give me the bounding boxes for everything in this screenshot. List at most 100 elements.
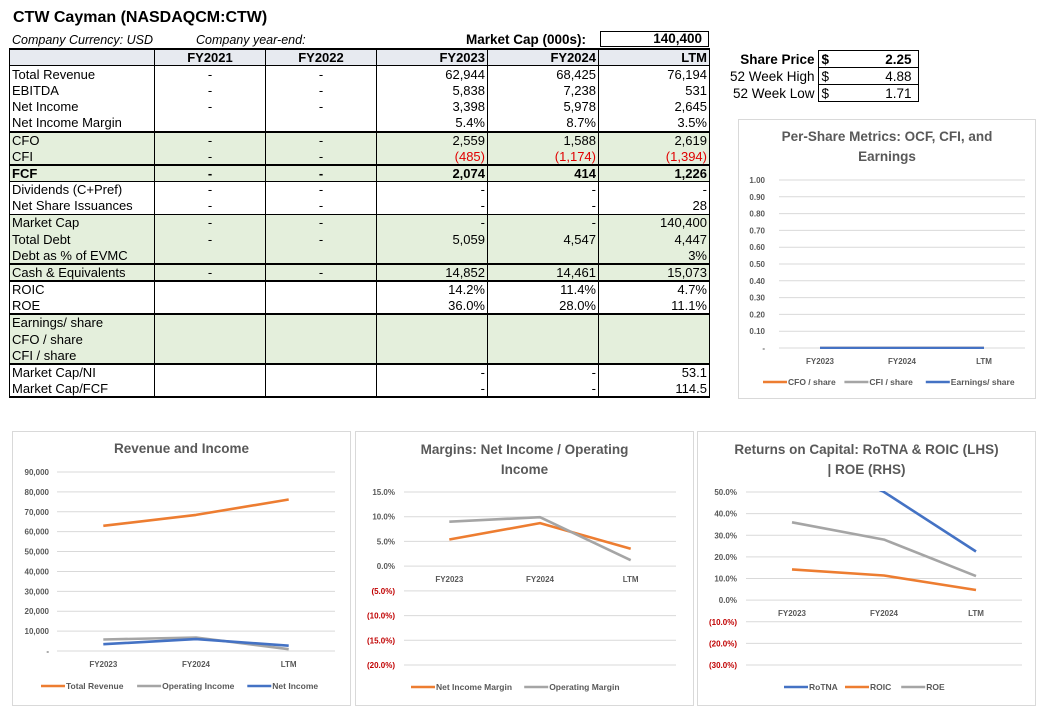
y-tick-label: -	[762, 344, 765, 353]
row-label: Market Cap	[9, 213, 155, 232]
y-tick-label: (20.0%)	[367, 661, 395, 670]
table-cell: -	[598, 180, 710, 198]
table-cell: 140,400	[598, 213, 710, 232]
table-row: Cash & Equivalents - -14,852 14,461 15,073	[9, 263, 710, 282]
chart-title: Margins: Net Income / Operating	[421, 442, 629, 457]
table-cell: 4,447	[598, 231, 710, 248]
table-cell: -	[376, 180, 488, 198]
y-tick-label: 70,000	[25, 508, 50, 517]
table-row: EBITDA - -5,838 7,238 531	[9, 82, 710, 99]
table-cell: 36.0%	[376, 297, 488, 315]
table-cell: -	[154, 263, 266, 282]
table-cell: 14.2%	[376, 280, 488, 298]
table-cell	[598, 313, 710, 331]
x-tick-label: LTM	[281, 660, 297, 669]
share-price-row: 52 Week Low $1.71	[727, 84, 919, 102]
share-price-table: Share Price $2.25 52 Week High $4.88 52 Week…	[727, 50, 919, 102]
y-tick-label: 5.0%	[377, 537, 395, 546]
table-cell: 28.0%	[487, 297, 599, 315]
table-cell: 114.5	[598, 380, 710, 398]
series-line	[103, 636, 289, 651]
y-tick-label: 40,000	[25, 567, 50, 576]
returns-chart-panel: Returns on Capital: RoTNA & ROIC (LHS) | …	[697, 431, 1036, 706]
chart-title: | ROE (RHS)	[827, 462, 905, 477]
table-cell: -	[376, 380, 488, 398]
table-cell: 3%	[598, 247, 710, 265]
x-tick-label: FY2024	[888, 357, 917, 366]
company-year-end: Company year-end:	[196, 33, 306, 47]
table-cell: -	[265, 197, 377, 215]
row-label: Net Income	[9, 98, 155, 116]
table-cell: -	[265, 82, 377, 99]
table-row: CFI / share	[9, 347, 710, 364]
y-tick-label: 0.30	[749, 294, 765, 303]
x-tick-label: FY2023	[435, 575, 464, 584]
column-header: LTM	[598, 48, 710, 67]
y-tick-label: (10.0%)	[367, 612, 395, 621]
table-cell	[487, 330, 599, 348]
table-header-row: FY2021 FY2022 FY2023 FY2024 LTM	[9, 48, 710, 67]
table-cell: -	[154, 98, 266, 116]
y-tick-label: 20,000	[25, 607, 50, 616]
share-price-label: 52 Week High	[730, 68, 815, 84]
y-tick-label: 30.0%	[714, 531, 737, 540]
row-label: Cash & Equivalents	[9, 263, 155, 282]
table-cell	[265, 347, 377, 364]
x-tick-label: FY2024	[870, 609, 899, 618]
table-cell: -	[265, 148, 377, 165]
table-cell: 4,547	[487, 231, 599, 248]
y-tick-label: 0.80	[749, 210, 765, 219]
table-cell	[487, 247, 599, 265]
table-cell: 3,398	[376, 98, 488, 116]
row-label: CFO / share	[9, 330, 155, 348]
x-tick-label: FY2023	[778, 609, 807, 618]
row-label: ROIC	[9, 280, 155, 298]
table-cell: -	[376, 213, 488, 232]
y-tick-label: 0.20	[749, 310, 765, 319]
table-cell: 414	[487, 163, 599, 182]
table-cell: -	[487, 362, 599, 381]
table-cell: -	[154, 82, 266, 99]
y-tick-label: 0.40	[749, 277, 765, 286]
table-cell: -	[265, 263, 377, 282]
table-cell	[154, 347, 266, 364]
table-cell: 76,194	[598, 65, 710, 83]
table-cell	[154, 280, 266, 298]
legend-label: CFO / share	[788, 377, 836, 387]
y-tick-label: 0.50	[749, 260, 765, 269]
legend-label: Net Income	[272, 681, 318, 691]
row-label: CFI	[9, 148, 155, 165]
table-cell: 2,619	[598, 130, 710, 149]
y-tick-label: 0.0%	[377, 562, 395, 571]
row-label: Earnings/ share	[9, 313, 155, 331]
table-cell: -	[265, 231, 377, 248]
row-label: Total Debt	[9, 231, 155, 248]
table-cell: 15,073	[598, 263, 710, 282]
y-tick-label: 0.90	[749, 193, 765, 202]
series-line	[103, 498, 289, 528]
table-cell	[598, 347, 710, 364]
table-row: Market Cap/FCF - -114.5	[9, 380, 710, 398]
table-cell: 53.1	[598, 362, 710, 381]
table-cell: -	[154, 130, 266, 149]
company-currency: Company Currency: USD	[12, 33, 154, 47]
table-cell	[265, 330, 377, 348]
table-row: Net Income Margin 5.4% 8.7% 3.5%	[9, 115, 710, 132]
table-cell	[376, 347, 488, 364]
y-tick-label: -	[46, 647, 49, 656]
chart-title: Revenue and Income	[114, 441, 250, 456]
margins-chart: Margins: Net Income / Operating Income (20…	[367, 442, 676, 692]
y-tick-label: (15.0%)	[367, 636, 395, 645]
table-row: Market Cap - - - -140,400	[9, 213, 710, 232]
y-tick-label: 20.0%	[714, 553, 737, 562]
table-cell: 8.7%	[487, 115, 599, 132]
column-header: FY2021	[154, 48, 266, 67]
x-tick-label: FY2024	[182, 660, 211, 669]
y-tick-label: 50,000	[25, 548, 50, 557]
legend-label: Total Revenue	[66, 681, 124, 691]
row-label: EBITDA	[9, 82, 155, 99]
chart-title: Earnings	[858, 149, 916, 164]
table-cell: 3.5%	[598, 115, 710, 132]
table-cell: -	[154, 213, 266, 232]
per-share-chart: Per-Share Metrics: OCF, CFI, and Earnings…	[749, 129, 1025, 387]
